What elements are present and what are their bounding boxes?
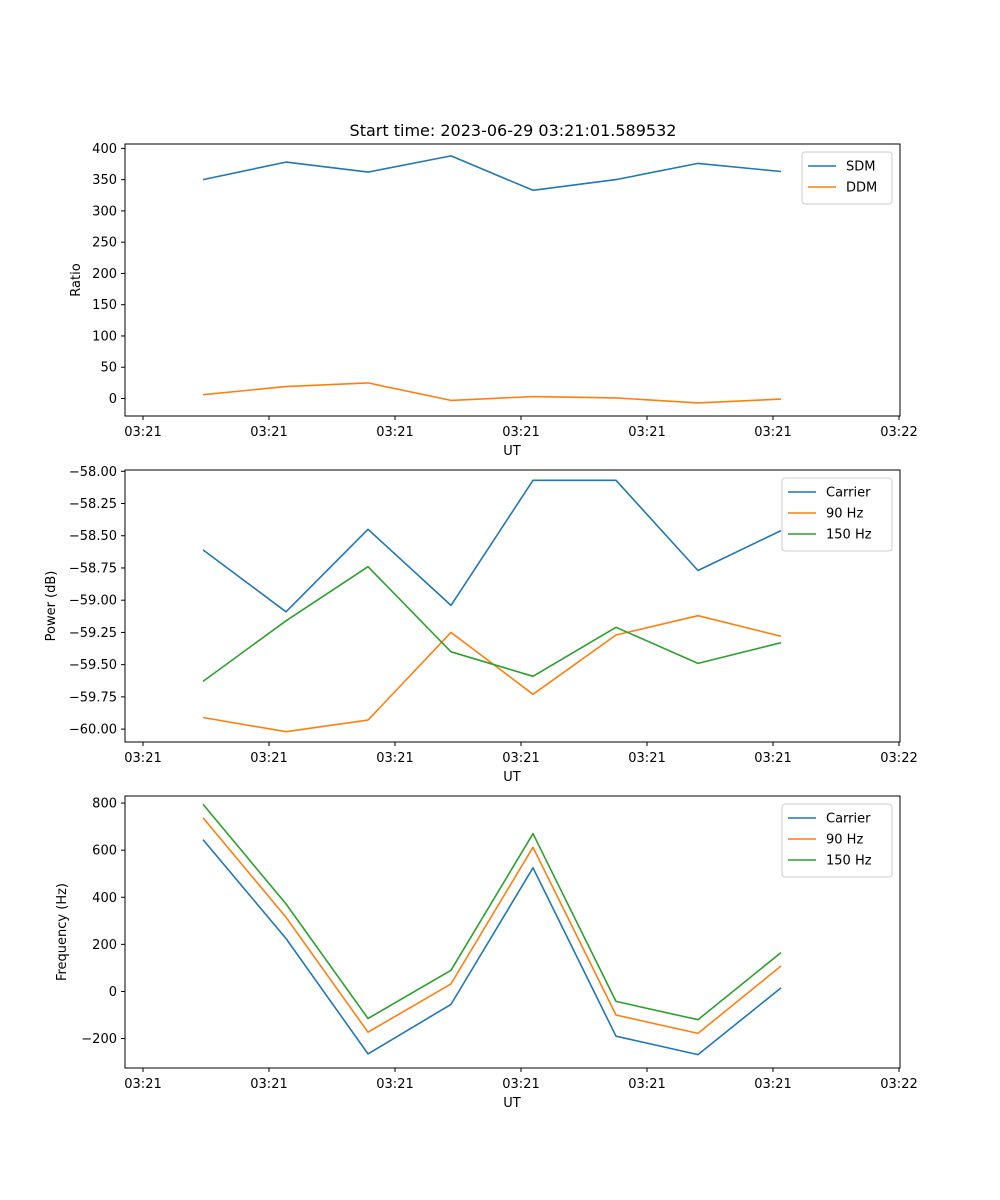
legend-entry: Carrier bbox=[826, 812, 871, 827]
series-line-90-hz bbox=[202, 817, 782, 1035]
x-tick-label: 03:21 bbox=[124, 751, 161, 766]
x-tick-label: 03:21 bbox=[250, 425, 287, 440]
y-tick-label: 0 bbox=[109, 392, 117, 407]
x-tick-label-end: 03:22 bbox=[880, 751, 917, 766]
legend-entry: 150 Hz bbox=[826, 528, 872, 543]
legend-box bbox=[781, 477, 893, 552]
x-tick-label: 03:21 bbox=[754, 425, 791, 440]
legend: Carrier 90 Hz 150 Hz bbox=[781, 477, 893, 552]
x-tick-label: 03:21 bbox=[250, 751, 287, 766]
subplots: 03:21 03:21 03:21 03:21 03:21 03:21 03:22 UT 0 50… bbox=[44, 142, 918, 1111]
axes-frame bbox=[124, 795, 901, 1069]
x-tick-label: 03:21 bbox=[628, 1077, 665, 1092]
x-tick-label: 03:21 bbox=[376, 751, 413, 766]
x-axis-label: UT bbox=[503, 444, 521, 459]
series-line-150-hz bbox=[202, 565, 782, 683]
legend-box bbox=[781, 803, 893, 878]
y-tick-label: −58.75 bbox=[69, 561, 117, 576]
x-axis-label: UT bbox=[503, 1096, 521, 1111]
x-tick-label: 03:21 bbox=[376, 425, 413, 440]
axes-frame bbox=[124, 469, 901, 743]
y-axis-label: Power (dB) bbox=[44, 571, 59, 642]
y-tick-label: −59.50 bbox=[69, 658, 117, 673]
y-tick-label: 50 bbox=[100, 361, 117, 376]
legend-entry: 150 Hz bbox=[826, 854, 872, 869]
series-line-sdm bbox=[202, 155, 782, 192]
series-line-ddm bbox=[202, 382, 782, 404]
legend: SDM DDM bbox=[801, 151, 893, 205]
x-tick-label: 03:21 bbox=[754, 1077, 791, 1092]
legend-entry: SDM bbox=[846, 160, 875, 175]
subplot-1: 03:21 03:21 03:21 03:21 03:21 03:21 03:22 UT 0 50… bbox=[69, 142, 918, 459]
subplot-3: 03:21 03:21 03:21 03:21 03:21 03:21 03:22 UT −20… bbox=[55, 795, 918, 1111]
y-tick-label: 0 bbox=[109, 985, 117, 1000]
subplot-2: 03:21 03:21 03:21 03:21 03:21 03:21 03:22 UT −60… bbox=[44, 465, 918, 785]
x-axis-label: UT bbox=[503, 770, 521, 785]
y-axis-label: Frequency (Hz) bbox=[55, 883, 70, 981]
y-tick-label: −200 bbox=[81, 1032, 117, 1047]
y-tick-label: 200 bbox=[92, 938, 117, 953]
y-tick-label: 100 bbox=[92, 329, 117, 344]
legend-entry: Carrier bbox=[826, 486, 871, 501]
legend-entry: 90 Hz bbox=[826, 833, 863, 848]
series-line-150-hz bbox=[202, 803, 782, 1021]
x-tick-label: 03:21 bbox=[376, 1077, 413, 1092]
y-tick-label: 200 bbox=[92, 267, 117, 282]
legend: Carrier 90 Hz 150 Hz bbox=[781, 803, 893, 878]
x-tick-label: 03:21 bbox=[754, 751, 791, 766]
y-tick-label: −58.00 bbox=[69, 465, 117, 480]
y-tick-label: 350 bbox=[92, 173, 117, 188]
x-tick-label: 03:21 bbox=[124, 425, 161, 440]
y-tick-label: −59.75 bbox=[69, 690, 117, 705]
y-tick-label: 400 bbox=[92, 891, 117, 906]
x-tick-label: 03:21 bbox=[250, 1077, 287, 1092]
legend-box bbox=[801, 151, 893, 205]
x-tick-label-end: 03:22 bbox=[880, 1077, 917, 1092]
x-tick-label: 03:21 bbox=[628, 751, 665, 766]
y-tick-label: 300 bbox=[92, 204, 117, 219]
x-tick-label: 03:21 bbox=[502, 1077, 539, 1092]
x-tick-label: 03:21 bbox=[124, 1077, 161, 1092]
y-tick-label: 800 bbox=[92, 797, 117, 812]
x-tick-label: 03:21 bbox=[502, 425, 539, 440]
y-tick-label: 150 bbox=[92, 298, 117, 313]
x-tick-label: 03:21 bbox=[628, 425, 665, 440]
y-tick-label: 250 bbox=[92, 236, 117, 251]
y-axis-label: Ratio bbox=[69, 263, 84, 296]
x-tick-label: 03:21 bbox=[502, 751, 539, 766]
series-line-90-hz bbox=[202, 614, 782, 733]
series-line-carrier bbox=[202, 839, 782, 1056]
y-tick-label: 600 bbox=[92, 844, 117, 859]
y-tick-label: −58.25 bbox=[69, 497, 117, 512]
x-tick-label-end: 03:22 bbox=[880, 425, 917, 440]
axes-frame bbox=[124, 143, 901, 417]
y-tick-label: −60.00 bbox=[69, 723, 117, 738]
y-tick-label: 400 bbox=[92, 142, 117, 157]
y-tick-label: −58.50 bbox=[69, 529, 117, 544]
figure-title: Start time: 2023-06-29 03:21:01.589532 bbox=[350, 121, 677, 140]
y-tick-label: −59.00 bbox=[69, 594, 117, 609]
legend-entry: 90 Hz bbox=[826, 507, 863, 522]
series-line-carrier bbox=[202, 479, 782, 613]
y-tick-label: −59.25 bbox=[69, 626, 117, 641]
legend-entry: DDM bbox=[846, 181, 877, 196]
